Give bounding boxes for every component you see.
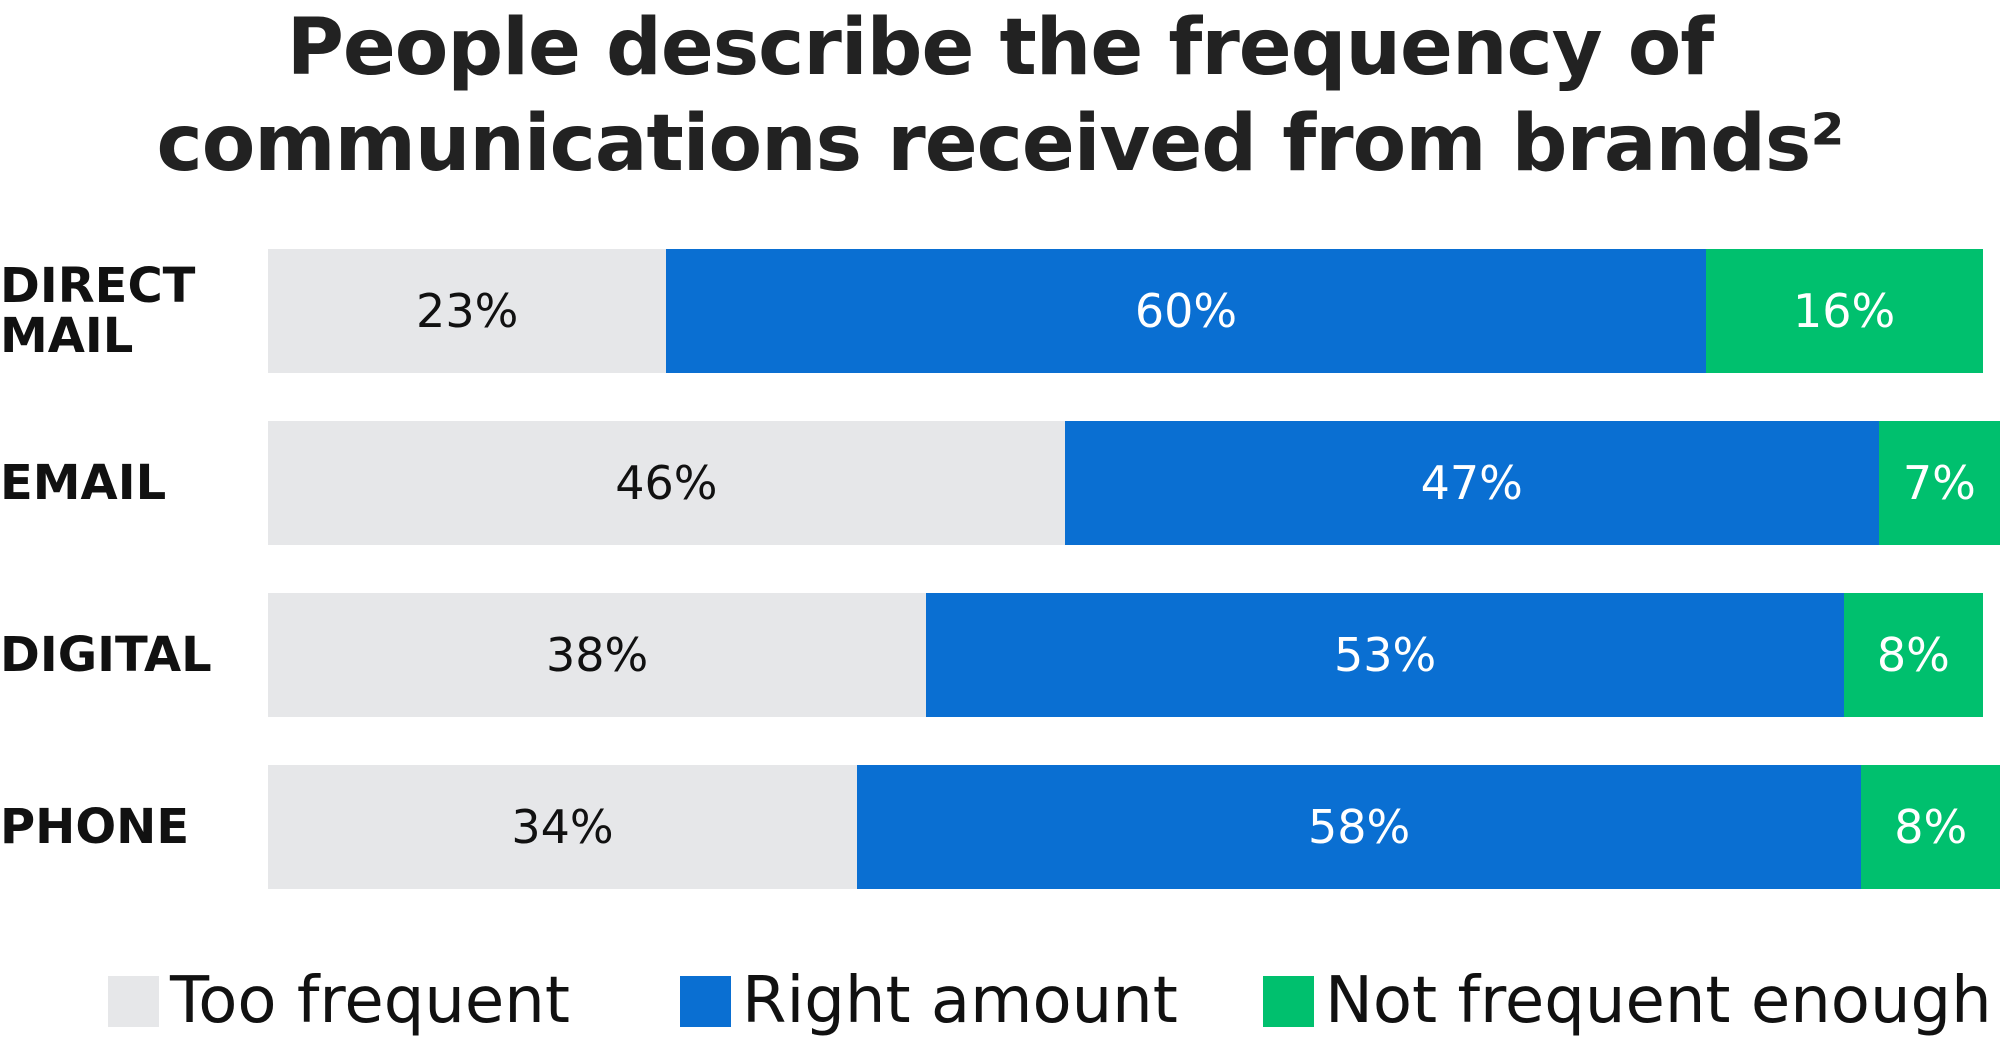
legend-label: Too frequent xyxy=(170,964,570,1038)
data-label: 8% xyxy=(1876,628,1950,682)
data-label: 8% xyxy=(1894,800,1968,854)
bar-segment xyxy=(666,249,1706,373)
chart-title: People describe the frequency of communi… xyxy=(156,3,1844,189)
legend-swatch xyxy=(108,976,159,1027)
bar-segment xyxy=(1878,421,2000,545)
bar-segment xyxy=(926,593,1845,717)
data-label: 38% xyxy=(545,628,649,682)
category-label: DIGITAL xyxy=(0,627,212,683)
bar-segment xyxy=(268,421,1065,545)
bar-segment xyxy=(268,765,857,889)
data-label: 23% xyxy=(416,284,519,338)
bar-segment xyxy=(268,593,927,717)
data-label: 53% xyxy=(1334,628,1437,682)
data-label: 47% xyxy=(1420,456,1523,510)
bar-segment xyxy=(1705,249,1983,373)
data-label: 60% xyxy=(1134,284,1238,338)
bar-segment xyxy=(1064,421,1879,545)
bar-segment xyxy=(856,765,1862,889)
data-label: 46% xyxy=(615,456,718,510)
category-label: PHONE xyxy=(0,799,190,855)
data-label: 7% xyxy=(1902,456,1976,510)
category-label: EMAIL xyxy=(0,455,167,511)
legend-label: Not frequent enough xyxy=(1325,964,1992,1038)
category-label: DIRECT MAIL xyxy=(0,258,196,364)
legend-swatch xyxy=(1263,976,1314,1027)
bar-segment xyxy=(1861,765,2000,889)
legend-swatch xyxy=(680,976,731,1027)
data-label: 58% xyxy=(1308,800,1411,854)
bar-segment xyxy=(1844,593,1983,717)
legend-label: Right amount xyxy=(742,964,1178,1038)
data-label: 34% xyxy=(511,800,614,854)
data-label: 16% xyxy=(1792,284,1896,338)
bar-segment xyxy=(268,249,667,373)
